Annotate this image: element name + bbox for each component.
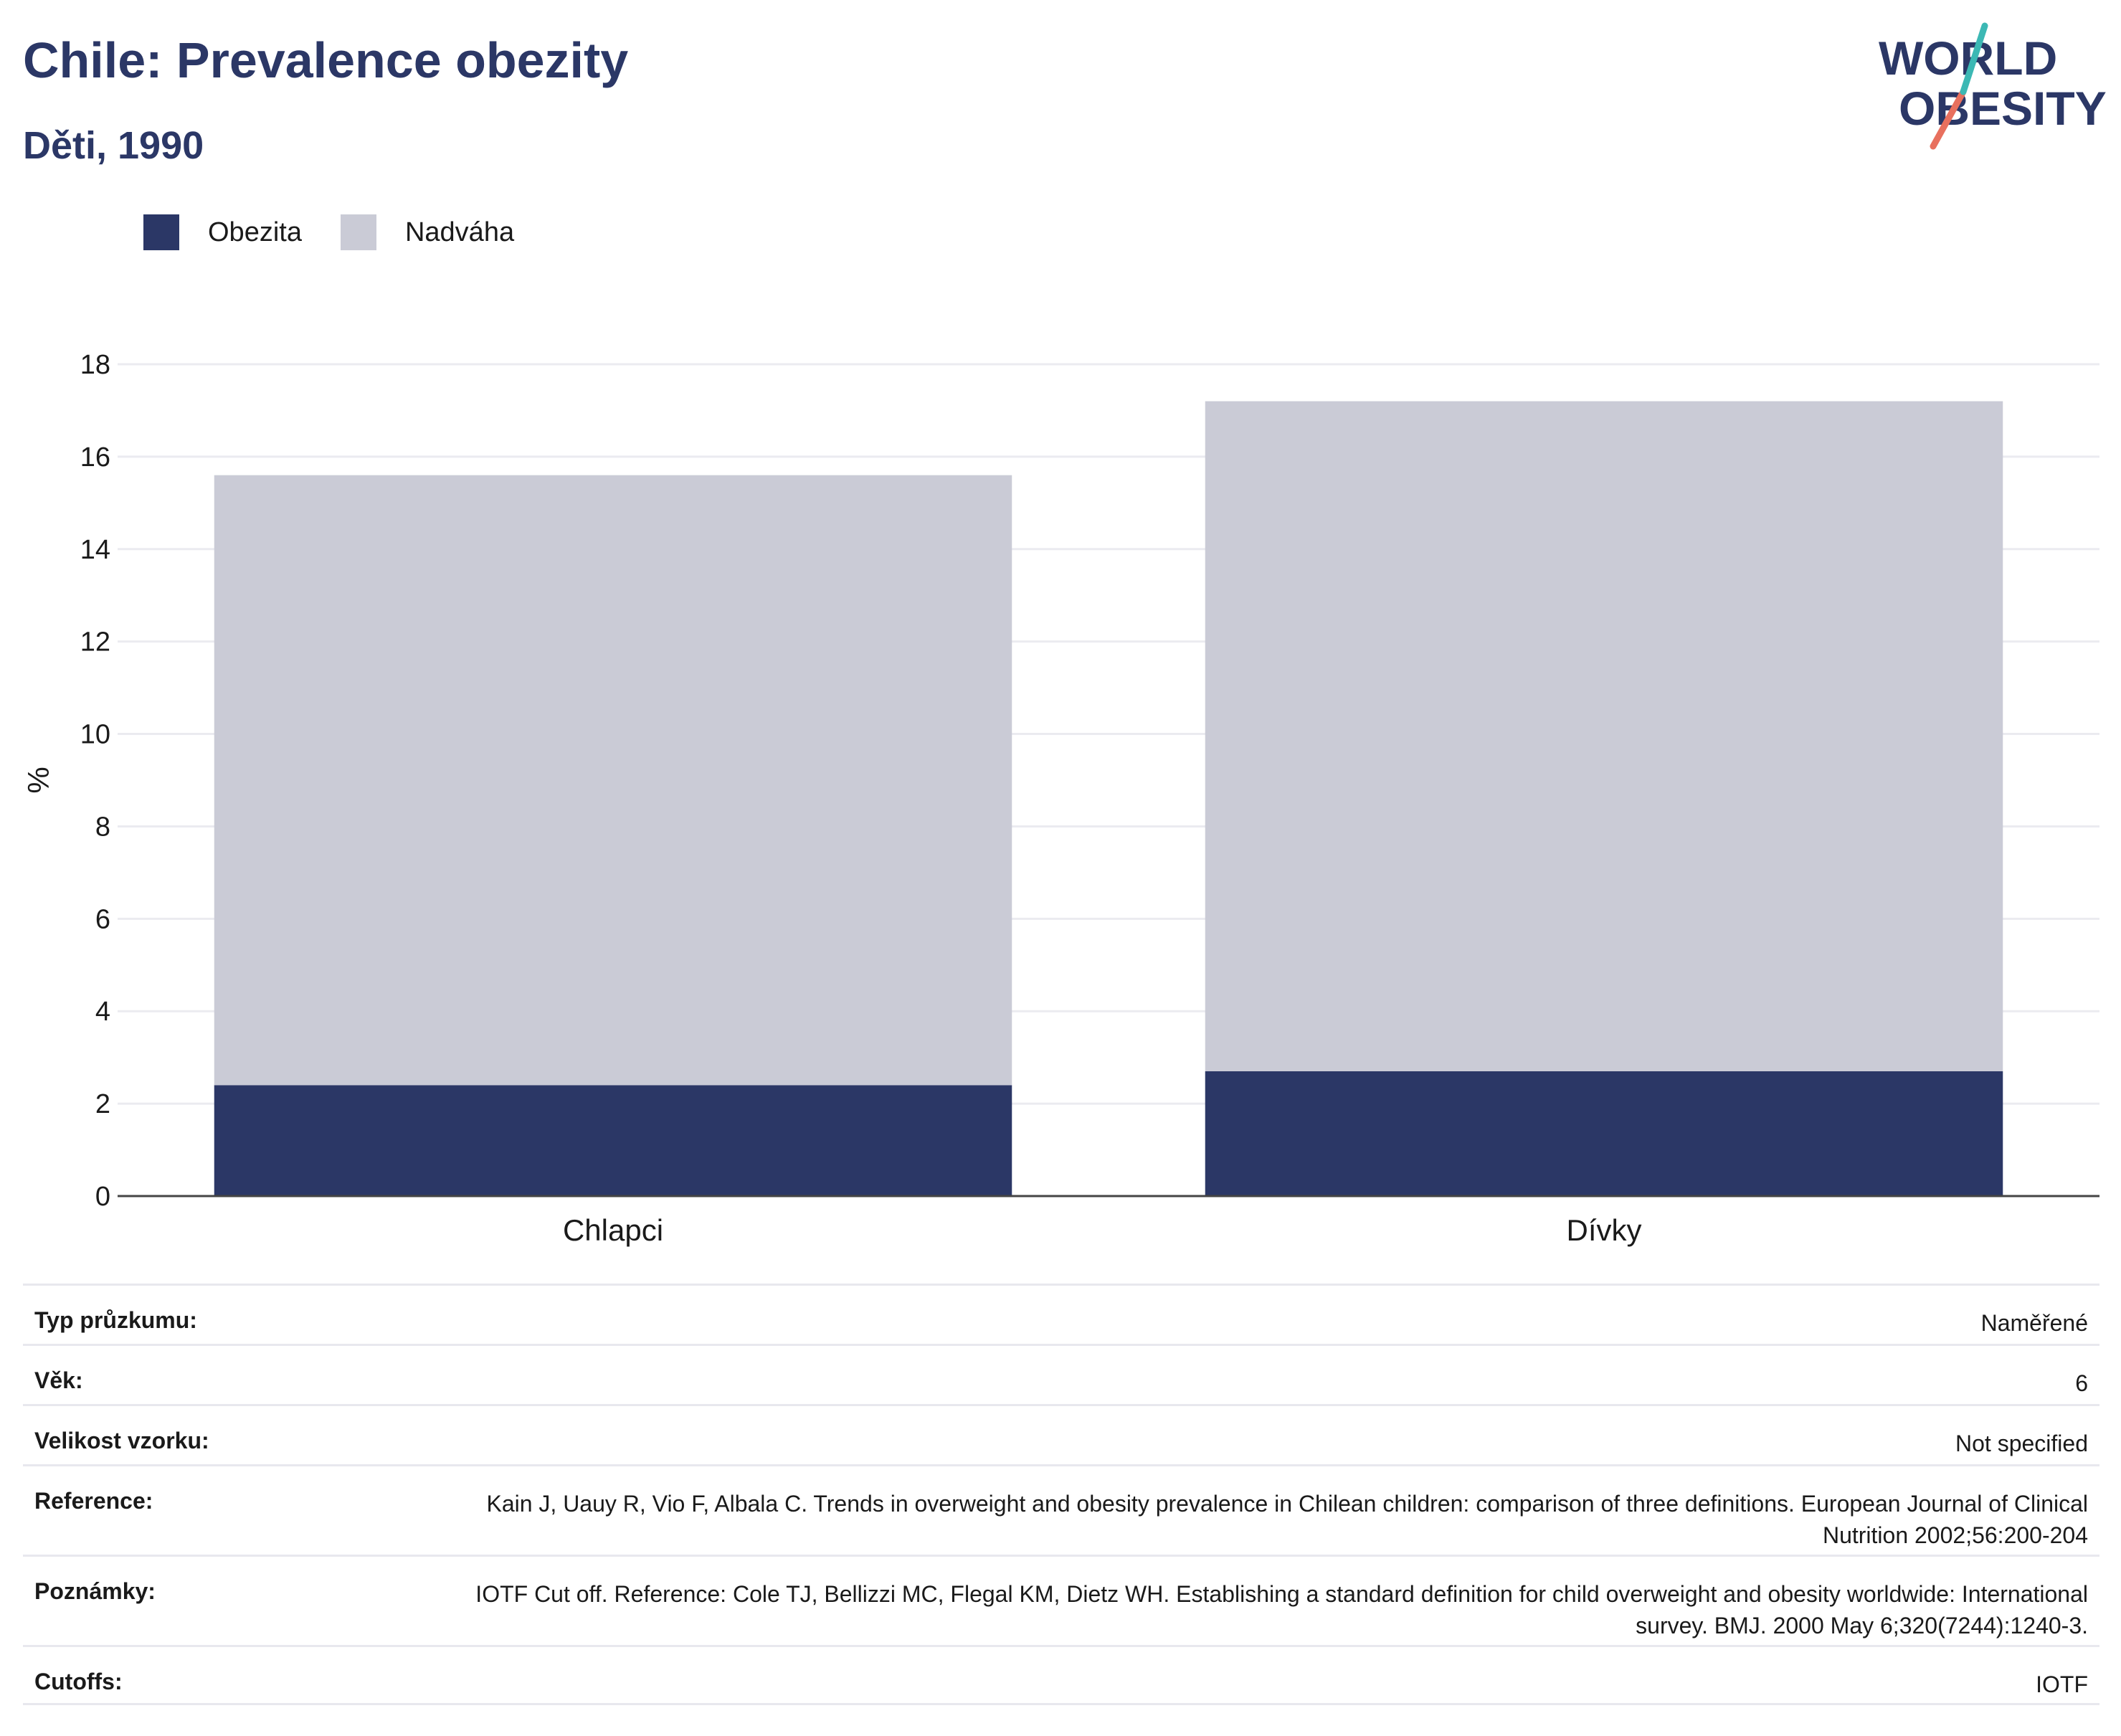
info-row-reference: Reference: Kain J, Uauy R, Vio F, Albala…	[23, 1464, 2099, 1555]
y-axis-label: %	[22, 767, 55, 793]
legend-item-nadvaha[interactable]: Nadváha	[340, 214, 515, 250]
info-row-notes: Poznámky: IOTF Cut off. Reference: Cole …	[23, 1555, 2099, 1645]
legend-swatch-nadvaha	[340, 214, 376, 250]
info-label: Reference:	[34, 1488, 153, 1514]
logo-slash-coral	[1930, 88, 1967, 150]
page-subtitle: Děti, 1990	[23, 124, 204, 167]
legend-label: Nadváha	[404, 217, 515, 247]
info-label: Věk:	[34, 1367, 83, 1393]
y-tick-label: 16	[80, 442, 110, 473]
y-tick-label: 0	[95, 1182, 110, 1212]
y-tick-label: 2	[95, 1089, 110, 1119]
y-tick-label: 14	[80, 535, 110, 565]
bar-nadvaha-0	[214, 475, 1012, 1086]
logo-slash-teal	[1960, 22, 1988, 95]
x-tick-label: Chlapci	[563, 1213, 663, 1247]
bar-nadvaha-1	[1205, 401, 2003, 1071]
info-label: Velikost vzorku:	[34, 1428, 209, 1453]
legend-item-obezita[interactable]: Obezita	[143, 214, 302, 250]
y-tick-label: 10	[80, 720, 110, 750]
y-tick-label: 12	[80, 627, 110, 658]
info-label: Poznámky:	[34, 1578, 156, 1604]
info-row-sample-size: Velikost vzorku: Not specified	[23, 1404, 2099, 1464]
info-value: IOTF Cut off. Reference: Cole TJ, Belliz…	[475, 1581, 2088, 1638]
y-tick-label: 18	[80, 350, 110, 380]
logo-word-2: OBESITY	[1899, 82, 2107, 135]
bar-obezita-0	[214, 1085, 1012, 1196]
info-row-survey-type: Typ průzkumu: Naměřené	[23, 1284, 2099, 1344]
info-row-age: Věk: 6	[23, 1344, 2099, 1404]
info-row-cutoffs: Cutoffs: IOTF	[23, 1645, 2099, 1705]
info-label: Cutoffs:	[34, 1669, 123, 1694]
info-value: 6	[2075, 1370, 2088, 1396]
survey-info-table: Typ průzkumu: Naměřené Věk: 6 Velikost v…	[23, 1284, 2099, 1705]
x-tick-label: Dívky	[1567, 1213, 1642, 1247]
legend-label: Obezita	[208, 217, 302, 247]
info-value: Naměřené	[1980, 1310, 2088, 1336]
world-obesity-logo: WORLD OBESITY	[1879, 22, 2107, 150]
page-title: Chile: Prevalence obezity	[23, 32, 629, 88]
info-value: Kain J, Uauy R, Vio F, Albala C. Trends …	[486, 1491, 2088, 1548]
bar-obezita-1	[1205, 1071, 2003, 1196]
legend-swatch-obezita	[143, 214, 179, 250]
chart-legend: Obezita Nadváha	[143, 212, 553, 252]
y-tick-label: 4	[95, 997, 110, 1027]
y-tick-label: 6	[95, 904, 110, 934]
info-value: IOTF	[2036, 1671, 2088, 1697]
y-tick-label: 8	[95, 812, 110, 842]
info-value: Not specified	[1955, 1431, 2088, 1456]
info-label: Typ průzkumu:	[34, 1307, 197, 1333]
bar-chart: 0 2 4 6 8 10 12 14 16 18% Chlapci Dívky	[22, 350, 2099, 1247]
